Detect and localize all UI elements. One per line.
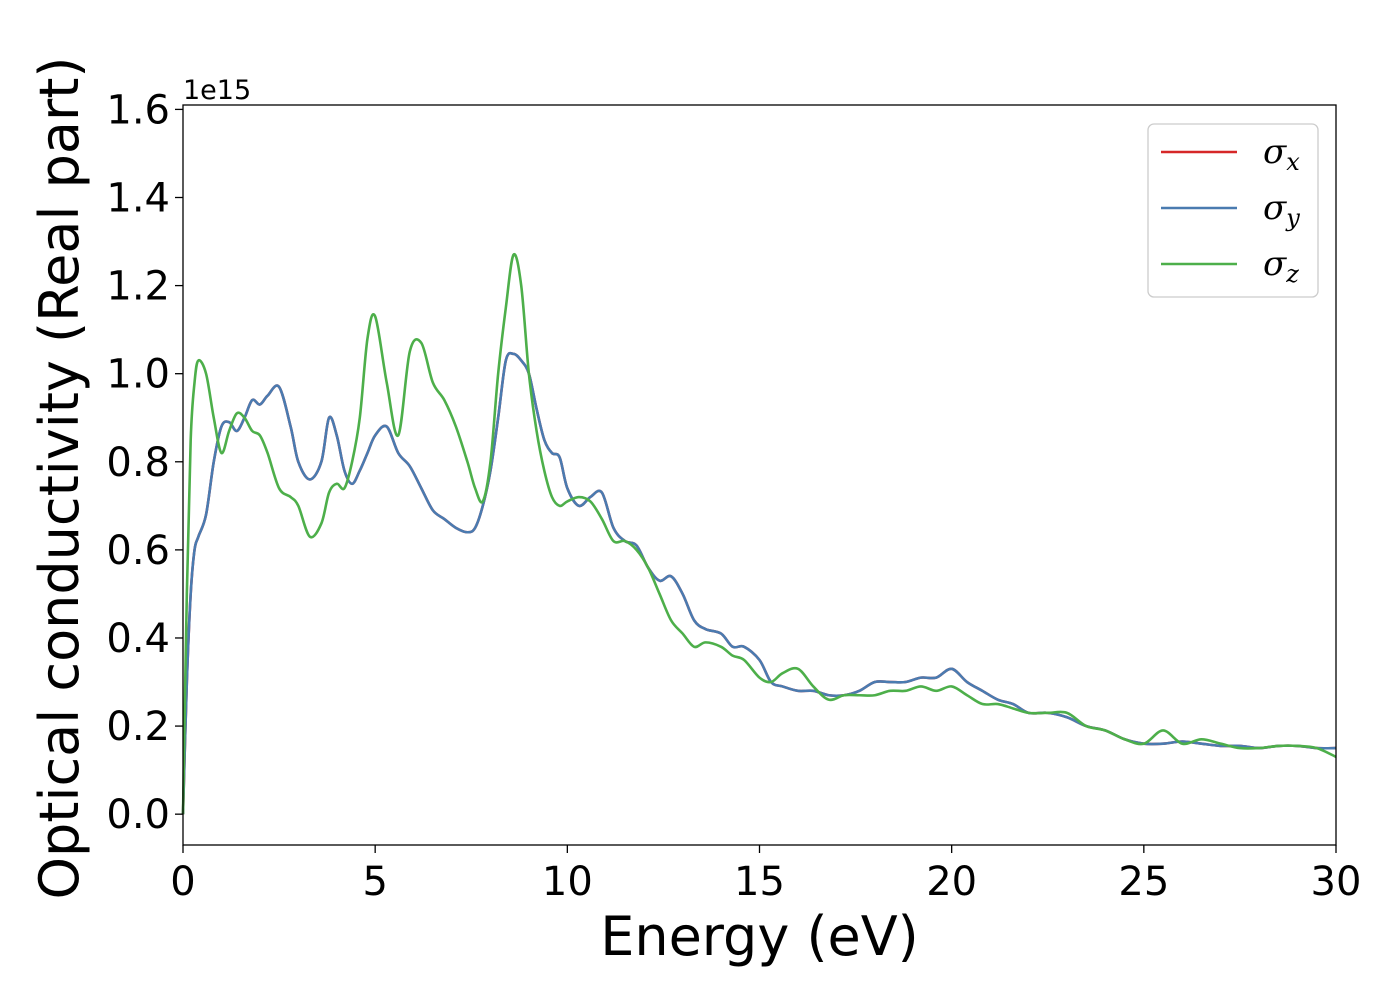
y-axis: 0.0 0.2 0.4 0.6 0.8 1.0 1.2 1.4 1.6	[106, 87, 183, 838]
series-line-z	[181, 252, 1337, 815]
legend-label-z: σz	[1263, 244, 1299, 288]
y-offset-label: 1e15	[183, 75, 251, 106]
x-tick-label: 20	[926, 859, 977, 905]
x-axis-label: Energy (eV)	[600, 905, 919, 968]
x-tick-label: 25	[1118, 859, 1169, 905]
x-axis: 0 5 10 15 20 25 30	[170, 845, 1361, 905]
x-tick-label: 5	[362, 859, 387, 905]
y-tick-label: 0.4	[106, 616, 170, 662]
y-tick-label: 1.4	[106, 176, 170, 222]
y-tick-label: 1.6	[106, 87, 170, 133]
x-tick-label: 10	[542, 859, 593, 905]
y-axis-label: Optical conductivity (Real part)	[28, 57, 91, 900]
y-tick-label: 1.2	[106, 264, 170, 310]
x-tick-label: 0	[170, 859, 195, 905]
y-tick-label: 0.8	[106, 440, 170, 486]
series-layer	[181, 252, 1337, 815]
x-tick-label: 30	[1311, 859, 1362, 905]
legend-items: σx σy σz	[1161, 132, 1300, 288]
legend-box	[1147, 123, 1319, 298]
legend-label-x: σx	[1263, 132, 1300, 176]
legend-label-y: σy	[1263, 188, 1300, 232]
x-tick-label: 15	[734, 859, 785, 905]
legend: σx σy σz	[1147, 123, 1319, 298]
y-tick-label: 0.6	[106, 528, 170, 574]
y-tick-label: 0.2	[106, 704, 170, 750]
y-tick-label: 1.0	[106, 352, 170, 398]
y-tick-label: 0.0	[106, 792, 170, 838]
